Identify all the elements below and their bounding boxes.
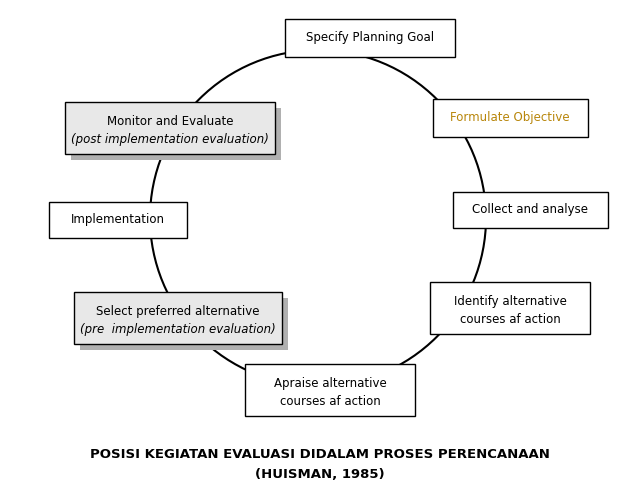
Text: POSISI KEGIATAN EVALUASI DIDALAM PROSES PERENCANAAN: POSISI KEGIATAN EVALUASI DIDALAM PROSES … [90,448,550,462]
Text: courses af action: courses af action [460,313,561,326]
FancyBboxPatch shape [65,102,275,154]
Text: Select preferred alternative: Select preferred alternative [96,306,260,318]
FancyBboxPatch shape [430,282,590,334]
Text: Apraise alternative: Apraise alternative [274,378,387,390]
Text: (pre  implementation evaluation): (pre implementation evaluation) [80,323,276,336]
FancyBboxPatch shape [433,99,588,137]
Text: Formulate Objective: Formulate Objective [450,112,570,124]
FancyBboxPatch shape [80,298,288,350]
FancyBboxPatch shape [245,364,415,416]
Text: Collect and analyse: Collect and analyse [472,204,588,216]
FancyBboxPatch shape [74,292,282,344]
Text: Specify Planning Goal: Specify Planning Goal [306,32,434,44]
Text: Identify alternative: Identify alternative [454,296,566,308]
FancyBboxPatch shape [285,19,455,57]
FancyBboxPatch shape [452,192,607,228]
Text: (post implementation evaluation): (post implementation evaluation) [71,133,269,146]
FancyBboxPatch shape [49,202,187,238]
FancyBboxPatch shape [71,108,281,160]
Text: Monitor and Evaluate: Monitor and Evaluate [107,116,233,128]
Text: courses af action: courses af action [280,395,380,408]
Text: Implementation: Implementation [71,214,165,226]
Text: (HUISMAN, 1985): (HUISMAN, 1985) [255,468,385,481]
